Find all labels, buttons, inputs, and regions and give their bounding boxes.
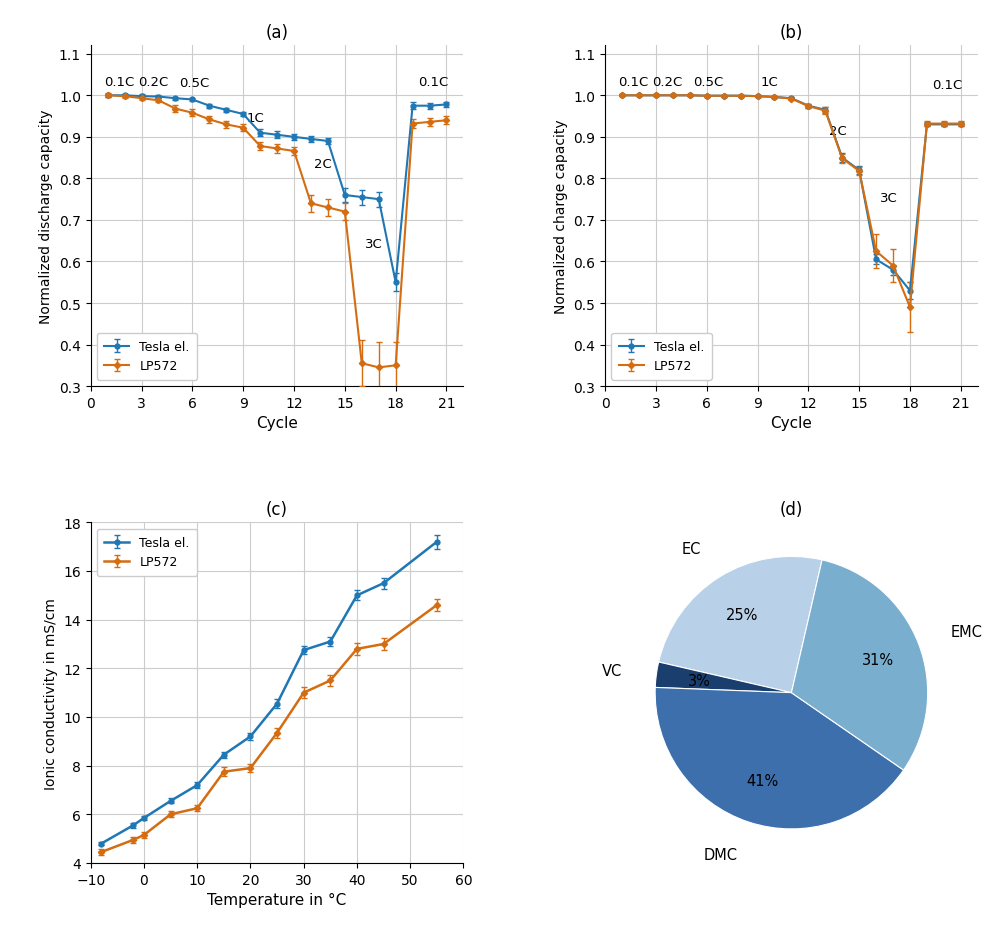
Title: (d): (d) [780, 500, 803, 519]
Text: 0.2C: 0.2C [652, 76, 682, 89]
Text: 31%: 31% [862, 652, 894, 667]
Y-axis label: Normalized charge capacity: Normalized charge capacity [553, 120, 568, 314]
Legend: Tesla el., LP572: Tesla el., LP572 [97, 529, 198, 576]
Y-axis label: Normalized discharge capacity: Normalized discharge capacity [39, 110, 53, 324]
Text: 0.1C: 0.1C [932, 79, 963, 92]
Y-axis label: Ionic conductivity in mS/cm: Ionic conductivity in mS/cm [43, 597, 57, 789]
Text: 2C: 2C [829, 124, 847, 137]
Title: (c): (c) [266, 500, 288, 519]
Wedge shape [655, 688, 903, 829]
Text: DMC: DMC [704, 847, 738, 862]
X-axis label: Cycle: Cycle [770, 416, 812, 431]
Legend: Tesla el., LP572: Tesla el., LP572 [611, 333, 712, 380]
Text: EMC: EMC [951, 624, 982, 638]
Legend: Tesla el., LP572: Tesla el., LP572 [97, 333, 198, 380]
Text: 41%: 41% [746, 773, 778, 788]
Text: 0.1C: 0.1C [619, 76, 649, 89]
Text: 0.2C: 0.2C [138, 76, 168, 89]
X-axis label: Cycle: Cycle [256, 416, 298, 431]
Text: 0.1C: 0.1C [417, 76, 448, 89]
Text: 2C: 2C [314, 158, 332, 171]
Text: 1C: 1C [247, 111, 264, 124]
Wedge shape [655, 663, 791, 693]
Text: VC: VC [603, 663, 623, 677]
X-axis label: Temperature in °C: Temperature in °C [208, 893, 347, 908]
Text: 0.1C: 0.1C [104, 76, 134, 89]
Text: 3C: 3C [880, 192, 897, 205]
Wedge shape [658, 557, 823, 693]
Text: 1C: 1C [761, 76, 778, 89]
Text: 3%: 3% [688, 673, 711, 689]
Text: 0.5C: 0.5C [178, 77, 209, 90]
Text: 25%: 25% [726, 607, 758, 622]
Title: (b): (b) [780, 24, 803, 42]
Text: 0.5C: 0.5C [694, 76, 724, 89]
Text: 3C: 3C [365, 238, 383, 251]
Wedge shape [791, 561, 927, 770]
Title: (a): (a) [265, 24, 288, 42]
Text: EC: EC [681, 541, 702, 556]
